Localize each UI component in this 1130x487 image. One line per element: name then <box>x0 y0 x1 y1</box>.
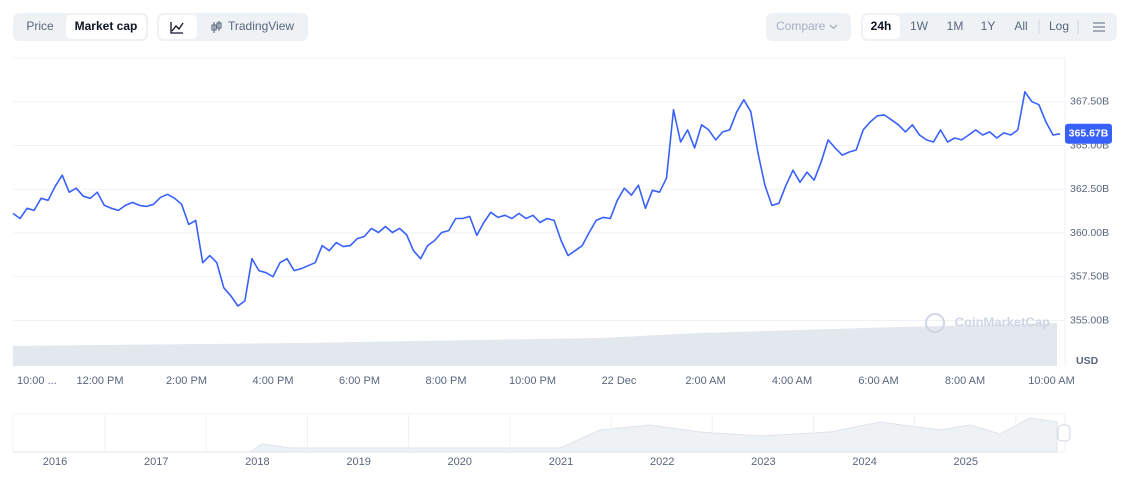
range-button[interactable]: All <box>1014 19 1027 33</box>
x-tick-label: 8:00 PM <box>426 375 467 387</box>
watermark: CoinMarketCap <box>955 314 1050 329</box>
navigator-axis: 2016 2017 2018 2019 2020 2021 2022 2023 2024 2025 <box>43 414 1017 468</box>
x-tick-label: 4:00 AM <box>772 375 812 387</box>
range-group <box>861 13 1117 41</box>
tab-price[interactable]: Price <box>26 19 54 33</box>
y-tick-label: 360.00B <box>1070 227 1109 239</box>
tradingview-button[interactable]: TradingView <box>228 19 294 33</box>
x-tick-label: 22 Dec <box>602 375 637 387</box>
year-label: 2025 <box>954 456 978 468</box>
range-button[interactable]: 24h <box>871 19 892 33</box>
range-active-bg <box>863 15 900 39</box>
year-label: 2021 <box>549 456 573 468</box>
year-label: 2019 <box>346 456 370 468</box>
y-tick-label: 367.50B <box>1070 96 1109 108</box>
tab-market-cap[interactable]: Market cap <box>75 19 138 33</box>
grid <box>13 101 1065 321</box>
x-tick-label: 10:00 ... <box>17 375 57 387</box>
x-tick-label: 6:00 AM <box>858 375 898 387</box>
compare-button[interactable]: Compare <box>776 19 826 33</box>
year-label: 2017 <box>144 456 168 468</box>
settings-icon[interactable] <box>1093 22 1105 32</box>
current-price-label: 365.67B <box>1069 128 1109 140</box>
year-label: 2018 <box>245 456 269 468</box>
watermark-logo <box>925 313 945 333</box>
chevron <box>829 24 838 30</box>
plot: 355.00B357.50B360.00B362.50B365.00B367.5… <box>12 91 1112 387</box>
x-tick-label: 12:00 PM <box>76 375 123 387</box>
x-tick-label: 2:00 PM <box>166 375 207 387</box>
range-button[interactable]: 1M <box>947 19 964 33</box>
navigator-area <box>13 417 1058 453</box>
year-label: 2024 <box>852 456 876 468</box>
line-view-button[interactable] <box>159 15 197 39</box>
y-tick-label: 357.50B <box>1070 271 1109 283</box>
x-tick-label: 8:00 AM <box>945 375 985 387</box>
candle-icon <box>211 21 222 33</box>
y-tick-label: 355.00B <box>1070 314 1109 326</box>
year-label: 2016 <box>43 456 67 468</box>
x-tick-label: 6:00 PM <box>339 375 380 387</box>
year-label: 2020 <box>448 456 472 468</box>
navigator-handle[interactable] <box>1057 424 1071 442</box>
x-tick-label: 10:00 AM <box>1028 375 1074 387</box>
x-tick-label: 2:00 AM <box>685 375 725 387</box>
year-label: 2023 <box>751 456 775 468</box>
x-tick-label: 4:00 PM <box>253 375 294 387</box>
range-button[interactable]: 1Y <box>981 19 996 33</box>
year-label: 2022 <box>650 456 674 468</box>
log-button[interactable]: Log <box>1049 19 1069 33</box>
range-button[interactable]: 1W <box>910 19 929 33</box>
y-tick-label: 362.50B <box>1070 183 1109 195</box>
line-icon <box>170 22 184 34</box>
tab-active-bg <box>66 15 146 39</box>
x-tick-label: 10:00 PM <box>509 375 556 387</box>
y-unit: USD <box>1076 355 1099 367</box>
compare-box[interactable] <box>766 13 851 41</box>
current-price-box <box>1065 123 1112 144</box>
price-line <box>12 91 1061 307</box>
volume-bars <box>13 323 1057 366</box>
